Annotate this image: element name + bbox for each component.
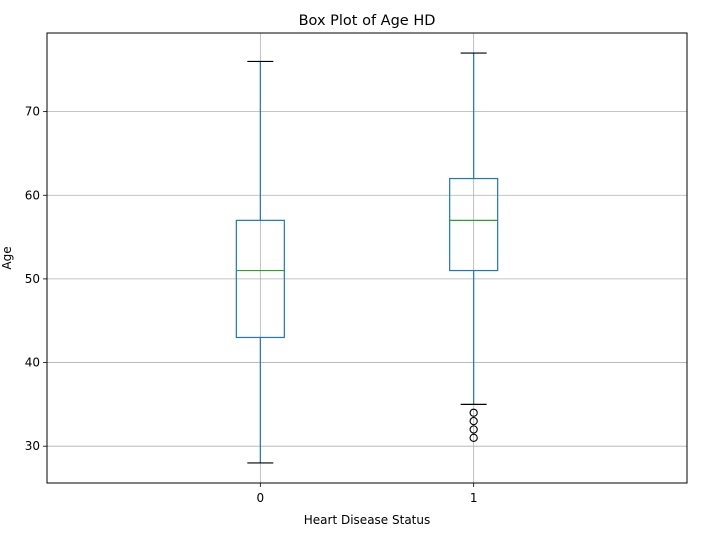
y-tick-label: 30 xyxy=(25,439,40,453)
iqr-box xyxy=(449,177,499,272)
x-tick-label: 0 xyxy=(257,491,265,505)
x-axis-label: Heart Disease Status xyxy=(304,513,430,527)
y-tick-label: 70 xyxy=(25,105,40,119)
outlier-point xyxy=(469,433,478,442)
outlier-point xyxy=(469,425,478,434)
box-group xyxy=(449,52,499,442)
box-series xyxy=(235,52,499,464)
iqr-box xyxy=(235,219,285,339)
box-group xyxy=(235,60,285,464)
x-tick-label: 1 xyxy=(470,491,478,505)
outlier-point xyxy=(469,408,478,417)
y-tick-label: 40 xyxy=(25,356,40,370)
outlier-point xyxy=(469,416,478,426)
plot-area-frame xyxy=(46,32,688,484)
y-axis-ticks: 30 40 50 60 70 xyxy=(25,105,47,453)
y-tick-label: 60 xyxy=(25,188,40,202)
y-tick-label: 50 xyxy=(25,272,40,286)
y-axis-label: Age xyxy=(0,246,14,269)
chart-title: Box Plot of Age HD xyxy=(299,13,436,29)
